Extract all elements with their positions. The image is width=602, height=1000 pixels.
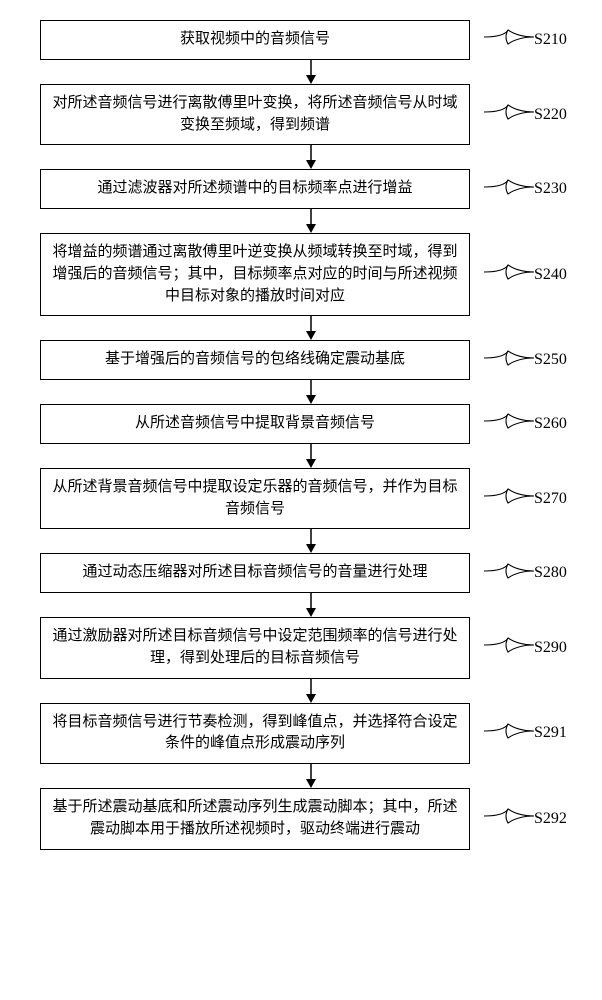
flow-arrow [96, 529, 526, 553]
flow-step-box: 将增益的频谱通过离散傅里叶逆变换从频域转换至时域，得到增强后的音频信号；其中，目… [40, 233, 470, 316]
flow-step-box: 通过动态压缩器对所述目标音频信号的音量进行处理 [40, 553, 470, 593]
step-label-wrap: S292 [478, 806, 567, 831]
flow-step-box: 将目标音频信号进行节奏检测，得到峰值点，并选择符合设定条件的峰值点形成震动序列 [40, 703, 470, 765]
flow-step-box: 基于所述震动基底和所述震动序列生成震动脚本；其中，所述震动脚本用于播放所述视频时… [40, 788, 470, 850]
label-connector [484, 561, 534, 586]
flow-arrow [96, 444, 526, 468]
step-label: S290 [534, 639, 567, 657]
label-connector [484, 177, 534, 202]
label-connector [484, 635, 534, 660]
step-label-wrap: S280 [478, 561, 567, 586]
step-label: S291 [534, 724, 567, 742]
flow-step-box: 基于增强后的音频信号的包络线确定震动基底 [40, 340, 470, 380]
step-label-wrap: S250 [478, 348, 567, 373]
flow-arrow [96, 593, 526, 617]
label-connector [484, 27, 534, 52]
flow-step-row: 通过激励器对所述目标音频信号中设定范围频率的信号进行处理，得到处理后的目标音频信… [20, 617, 582, 679]
step-label: S292 [534, 810, 567, 828]
flow-step-row: 基于增强后的音频信号的包络线确定震动基底 S250 [20, 340, 582, 380]
step-label: S230 [534, 180, 567, 198]
flow-step-row: 从所述音频信号中提取背景音频信号 S260 [20, 404, 582, 444]
flow-step-box: 从所述背景音频信号中提取设定乐器的音频信号，并作为目标音频信号 [40, 468, 470, 530]
label-connector [484, 806, 534, 831]
step-label-wrap: S270 [478, 486, 567, 511]
step-label-wrap: S230 [478, 177, 567, 202]
step-label: S270 [534, 490, 567, 508]
flow-step-row: 基于所述震动基底和所述震动序列生成震动脚本；其中，所述震动脚本用于播放所述视频时… [20, 788, 582, 850]
step-label-wrap: S220 [478, 102, 567, 127]
flow-step-row: 获取视频中的音频信号 S210 [20, 20, 582, 60]
step-label: S260 [534, 415, 567, 433]
step-label: S250 [534, 351, 567, 369]
flow-step-row: 从所述背景音频信号中提取设定乐器的音频信号，并作为目标音频信号 S270 [20, 468, 582, 530]
flow-step-row: 将目标音频信号进行节奏检测，得到峰值点，并选择符合设定条件的峰值点形成震动序列 … [20, 703, 582, 765]
label-connector [484, 721, 534, 746]
step-label-wrap: S290 [478, 635, 567, 660]
step-label: S280 [534, 564, 567, 582]
step-label: S210 [534, 31, 567, 49]
flow-step-row: 通过滤波器对所述频谱中的目标频率点进行增益 S230 [20, 169, 582, 209]
flow-step-box: 获取视频中的音频信号 [40, 20, 470, 60]
step-label: S220 [534, 106, 567, 124]
step-label-wrap: S291 [478, 721, 567, 746]
step-label-wrap: S260 [478, 411, 567, 436]
flow-step-row: 对所述音频信号进行离散傅里叶变换，将所述音频信号从时域变换至频域，得到频谱 S2… [20, 84, 582, 146]
label-connector [484, 102, 534, 127]
flow-arrow [96, 679, 526, 703]
flow-arrow [96, 316, 526, 340]
flowchart: 获取视频中的音频信号 S210 对所述音频信号进行离散傅里叶变换，将所述音频信号… [20, 20, 582, 850]
label-connector [484, 486, 534, 511]
flow-step-row: 通过动态压缩器对所述目标音频信号的音量进行处理 S280 [20, 553, 582, 593]
label-connector [484, 411, 534, 436]
step-label-wrap: S240 [478, 262, 567, 287]
flow-step-box: 通过激励器对所述目标音频信号中设定范围频率的信号进行处理，得到处理后的目标音频信… [40, 617, 470, 679]
flow-step-box: 通过滤波器对所述频谱中的目标频率点进行增益 [40, 169, 470, 209]
flow-step-box: 对所述音频信号进行离散傅里叶变换，将所述音频信号从时域变换至频域，得到频谱 [40, 84, 470, 146]
step-label: S240 [534, 266, 567, 284]
flow-arrow [96, 209, 526, 233]
step-label-wrap: S210 [478, 27, 567, 52]
flow-arrow [96, 380, 526, 404]
flow-step-row: 将增益的频谱通过离散傅里叶逆变换从频域转换至时域，得到增强后的音频信号；其中，目… [20, 233, 582, 316]
flow-arrow [96, 764, 526, 788]
label-connector [484, 262, 534, 287]
flow-arrow [96, 145, 526, 169]
flow-arrow [96, 60, 526, 84]
flow-step-box: 从所述音频信号中提取背景音频信号 [40, 404, 470, 444]
label-connector [484, 348, 534, 373]
